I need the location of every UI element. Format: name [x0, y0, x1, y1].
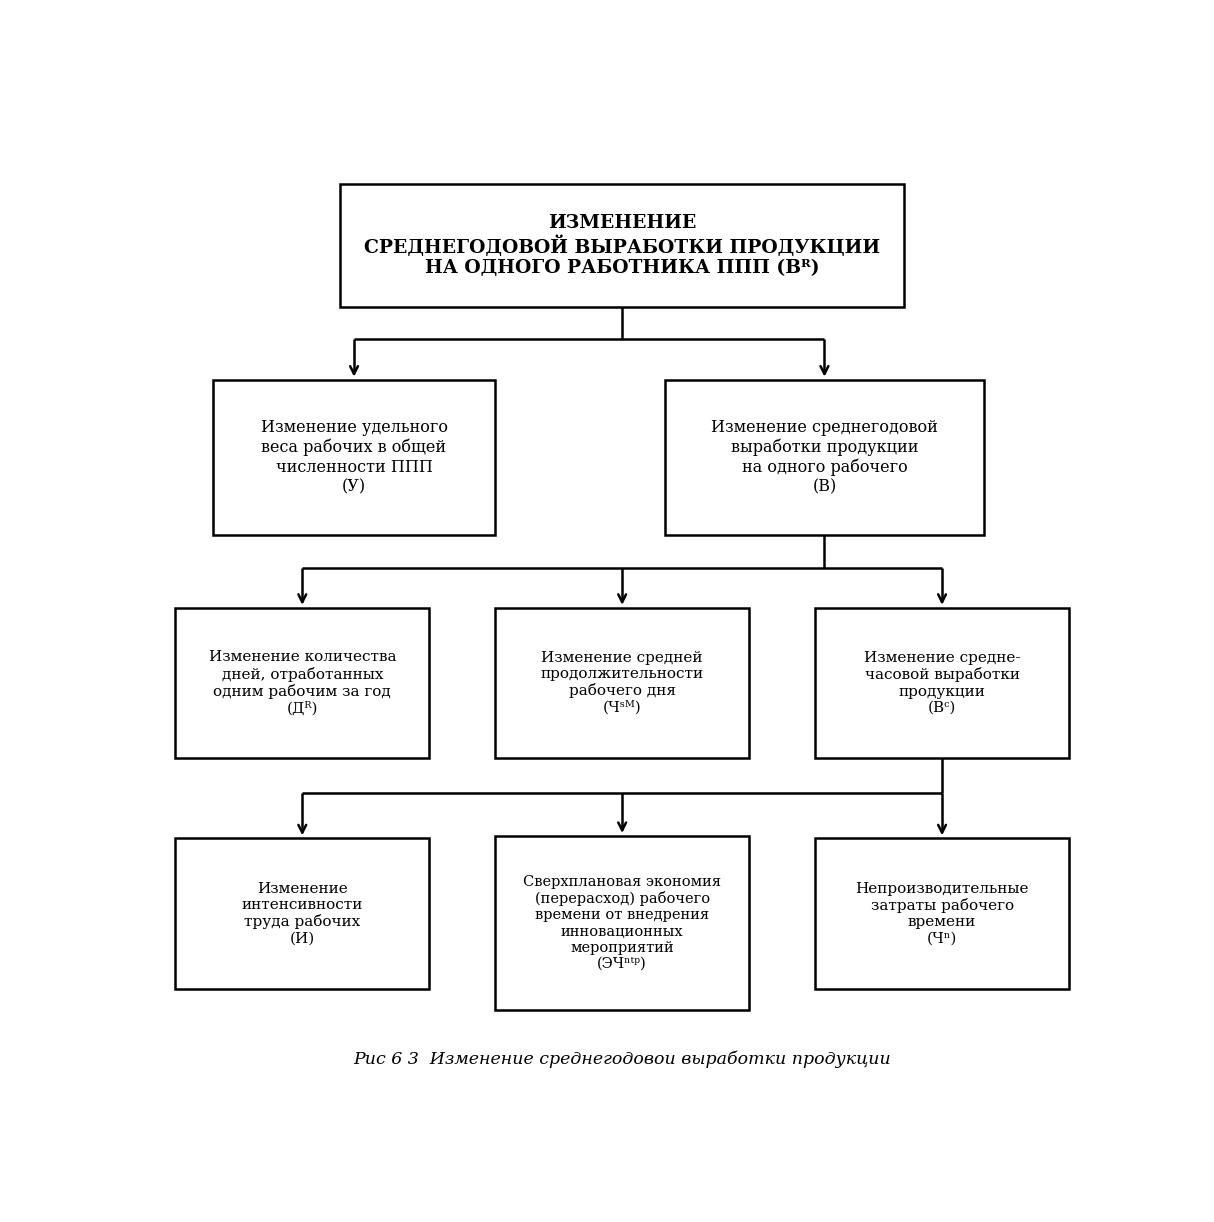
Text: Изменение средней
продолжительности
рабочего дня
(Чˢᴹ): Изменение средней продолжительности рабо…: [540, 651, 704, 715]
FancyBboxPatch shape: [815, 607, 1070, 758]
Text: Изменение количества
дней, отработанных
одним рабочим за год
(Дᴿ): Изменение количества дней, отработанных …: [209, 650, 396, 716]
FancyBboxPatch shape: [664, 380, 985, 535]
FancyBboxPatch shape: [212, 380, 495, 535]
Text: ИЗМЕНЕНИЕ
СРЕДНЕГОДОВОЙ ВЫРАБОТКИ ПРОДУКЦИИ
НА ОДНОГО РАБОТНИКА ППП (Вᴿ): ИЗМЕНЕНИЕ СРЕДНЕГОДОВОЙ ВЫРАБОТКИ ПРОДУК…: [364, 214, 880, 277]
FancyBboxPatch shape: [175, 838, 430, 989]
Text: Изменение средне-
часовой выработки
продукции
(Вᶜ): Изменение средне- часовой выработки прод…: [864, 651, 1020, 715]
Text: Непроизводительные
затраты рабочего
времени
(Чⁿ): Непроизводительные затраты рабочего врем…: [856, 881, 1028, 946]
FancyBboxPatch shape: [815, 838, 1070, 989]
Text: Сверхплановая экономия
(перерасход) рабочего
времени от внедрения
инновационных
: Сверхплановая экономия (перерасход) рабо…: [523, 875, 721, 971]
Text: Изменение среднегодовой
выработки продукции
на одного рабочего
(В): Изменение среднегодовой выработки продук…: [711, 419, 938, 496]
FancyBboxPatch shape: [495, 836, 749, 1009]
Text: Рис 6 3  Изменение среднегодовои выработки продукции: Рис 6 3 Изменение среднегодовои выработк…: [353, 1051, 891, 1068]
FancyBboxPatch shape: [495, 607, 749, 758]
FancyBboxPatch shape: [340, 185, 904, 307]
FancyBboxPatch shape: [175, 607, 430, 758]
Text: Изменение удельного
веса рабочих в общей
численности ППП
(У): Изменение удельного веса рабочих в общей…: [261, 419, 448, 495]
Text: Изменение
интенсивности
труда рабочих
(И): Изменение интенсивности труда рабочих (И…: [242, 881, 363, 946]
